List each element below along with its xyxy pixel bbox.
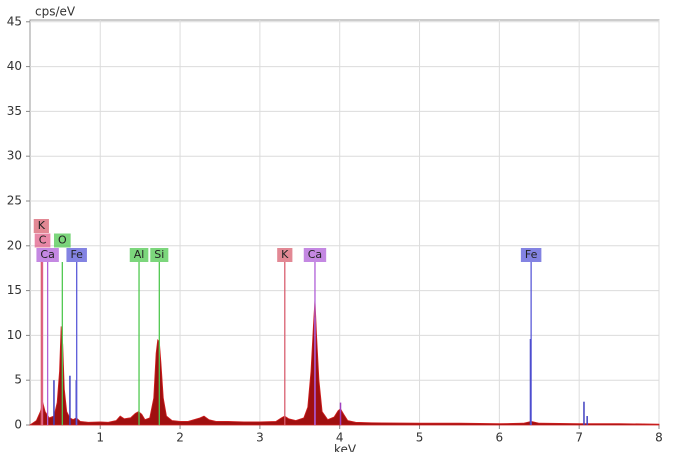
x-tick-label: 1 [96,431,104,445]
element-label-box [53,233,71,248]
element-label-text: Fe [525,248,538,261]
element-label-box [36,248,59,262]
element-label: Al [129,248,149,262]
y-tick-label: 45 [7,14,22,28]
x-tick-label: 5 [416,431,424,445]
x-axis-label: keV [334,443,357,452]
y-tick-label: 5 [14,373,22,387]
element-label-text: Ca [40,248,54,261]
element-label: Si [150,248,169,262]
element-label: Ca [303,248,327,262]
element-label-text: O [58,234,67,247]
element-label-box [303,248,327,262]
element-label-text: Ca [308,248,322,261]
x-tick-label: 6 [496,431,504,445]
element-label-text: C [39,234,47,247]
y-tick-label: 35 [7,104,22,118]
element-label-box [277,248,293,262]
element-label-text: K [281,248,289,261]
element-label-box [129,248,149,262]
x-tick-label: 3 [256,431,264,445]
y-tick-label: 20 [7,238,22,252]
element-label-box [33,219,49,233]
y-tick-label: 10 [7,328,22,342]
y-tick-label: 15 [7,283,22,297]
element-label-text: Fe [70,248,83,261]
element-label-box [66,248,87,262]
plot-area [29,19,660,426]
element-label-text: Al [134,248,145,261]
element-label: C [34,233,51,248]
x-tick-label: 4 [336,431,344,445]
y-tick-label: 30 [7,149,22,163]
element-label: Fe [520,248,542,262]
element-label-text: Si [154,248,164,261]
x-tick-label: 7 [575,431,583,445]
y-tick-label: 40 [7,59,22,73]
y-tick-label: 25 [7,193,22,207]
x-tick-label: 2 [176,431,184,445]
element-label: O [53,233,71,248]
element-label: Ca [36,248,59,262]
element-label-text: K [38,219,46,232]
element-label-box [34,233,51,248]
element-label-box [150,248,169,262]
y-tick-label: 0 [14,418,22,432]
element-label-box [520,248,542,262]
x-tick-label: 8 [655,431,663,445]
element-label: K [277,248,293,262]
element-label: K [33,219,49,233]
element-label: Fe [66,248,87,262]
y-axis-label: cps/eV [35,5,76,19]
